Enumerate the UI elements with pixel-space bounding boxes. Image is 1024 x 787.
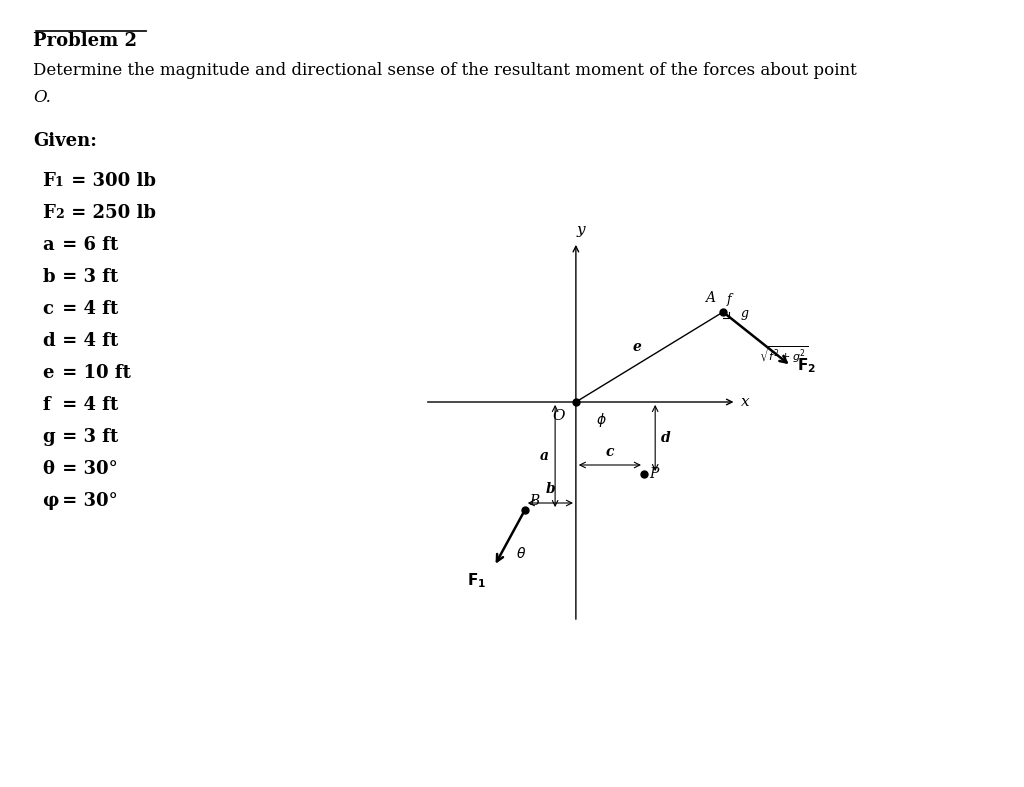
Text: c: c	[42, 300, 53, 318]
Text: φ: φ	[42, 492, 58, 510]
Text: O: O	[552, 409, 564, 423]
Text: B: B	[529, 494, 540, 508]
Text: $\phi$: $\phi$	[596, 411, 607, 429]
Text: $\theta$: $\theta$	[516, 546, 526, 561]
Text: e: e	[42, 364, 54, 382]
Text: = 10 ft: = 10 ft	[55, 364, 131, 382]
Text: = 3 ft: = 3 ft	[55, 428, 118, 446]
Text: Problem 2: Problem 2	[33, 32, 137, 50]
Text: = 4 ft: = 4 ft	[55, 332, 118, 350]
Text: θ: θ	[42, 460, 54, 478]
Text: 2: 2	[54, 208, 63, 221]
Text: a: a	[42, 236, 54, 254]
Text: $\mathbf{F_2}$: $\mathbf{F_2}$	[797, 357, 816, 375]
Text: d: d	[42, 332, 55, 350]
Text: = 3 ft: = 3 ft	[55, 268, 118, 286]
Text: d: d	[660, 431, 671, 445]
Text: 1: 1	[54, 176, 63, 189]
Text: x: x	[741, 395, 750, 409]
Text: f: f	[727, 293, 731, 306]
Text: = 4 ft: = 4 ft	[55, 396, 118, 414]
Text: g: g	[42, 428, 55, 446]
Text: g: g	[741, 307, 749, 320]
Text: c: c	[605, 445, 614, 459]
Text: y: y	[577, 223, 585, 237]
Text: = 300 lb: = 300 lb	[66, 172, 156, 190]
Text: b: b	[42, 268, 55, 286]
Text: O.: O.	[33, 89, 51, 106]
Text: F: F	[42, 172, 55, 190]
Text: A: A	[706, 291, 716, 305]
Text: a: a	[540, 449, 549, 463]
Text: = 30°: = 30°	[55, 460, 118, 478]
Text: P: P	[649, 467, 658, 481]
Text: $\sqrt{f^2+g^2}$: $\sqrt{f^2+g^2}$	[759, 345, 808, 365]
Text: b: b	[546, 482, 555, 496]
Text: = 6 ft: = 6 ft	[55, 236, 118, 254]
Text: = 30°: = 30°	[55, 492, 118, 510]
Text: Determine the magnitude and directional sense of the resultant moment of the for: Determine the magnitude and directional …	[33, 62, 857, 79]
Text: = 4 ft: = 4 ft	[55, 300, 118, 318]
Text: $\mathbf{F_1}$: $\mathbf{F_1}$	[468, 571, 486, 590]
Text: Given:: Given:	[33, 132, 97, 150]
Text: e: e	[633, 340, 641, 354]
Text: f: f	[42, 396, 50, 414]
Text: F: F	[42, 204, 55, 222]
Text: = 250 lb: = 250 lb	[66, 204, 156, 222]
